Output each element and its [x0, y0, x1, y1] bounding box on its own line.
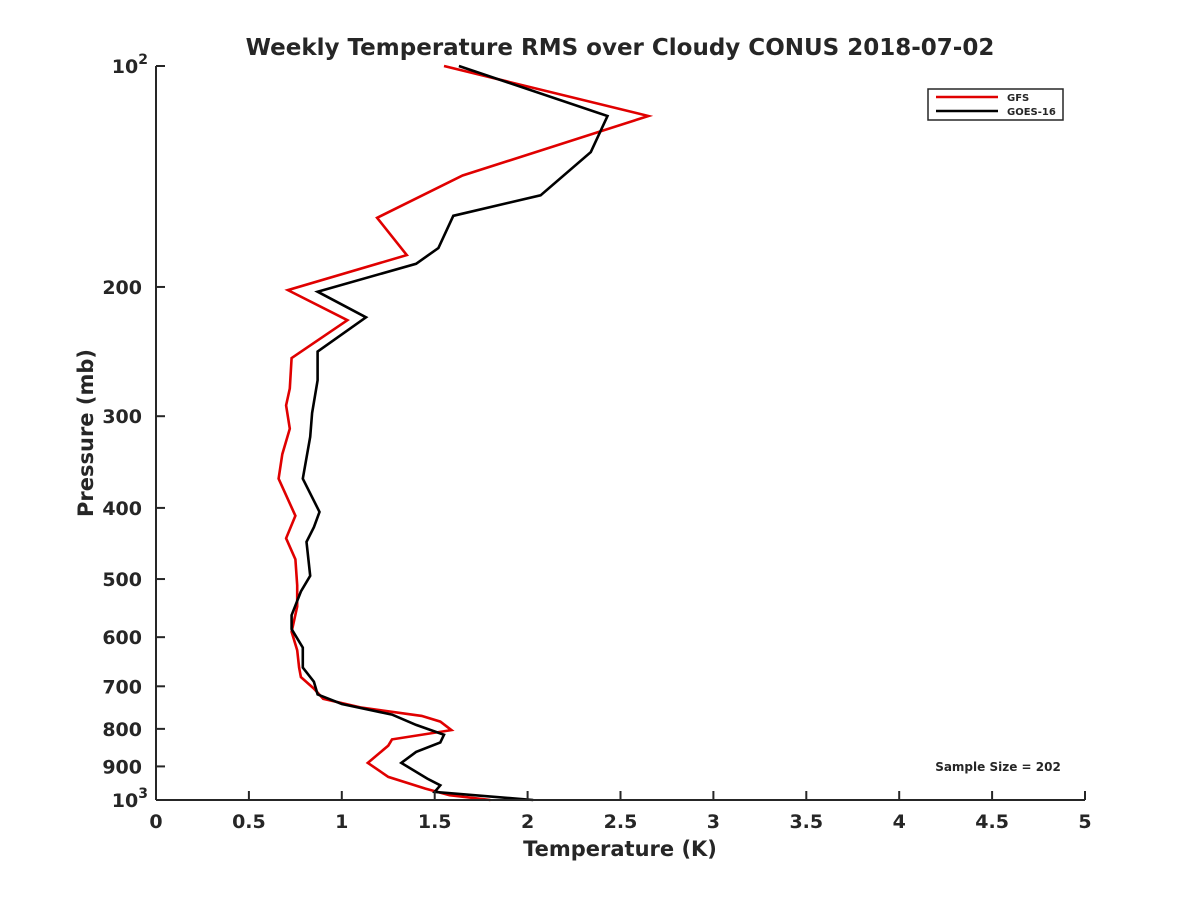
axes: 0 0.5 1 1.5 2 2.5 3 3.5 4 4.5 5 102 200 300 400 500 600 7…: [102, 52, 1091, 833]
x-tick-label: 0.5: [232, 811, 266, 833]
y-tick-label: 400: [102, 498, 142, 520]
y-tick-label: 200: [102, 277, 142, 299]
x-tick-label: 5: [1078, 811, 1091, 833]
y-tick-label: 102: [112, 52, 148, 78]
y-tick-label: 500: [102, 569, 142, 591]
y-tick-label: 103: [112, 786, 148, 812]
x-tick-label: 1: [335, 811, 348, 833]
sample-size-annotation: Sample Size = 202: [935, 760, 1061, 774]
legend: GFS GOES-16: [927, 88, 1064, 121]
y-tick-label: 700: [102, 676, 142, 698]
legend-label: GOES-16: [1007, 107, 1056, 118]
x-tick-label: 4.5: [975, 811, 1009, 833]
plot-area: [277, 64, 654, 802]
y-tick-label: 300: [102, 406, 142, 428]
x-tick-label: 4: [893, 811, 906, 833]
y-tick-label: 600: [102, 627, 142, 649]
x-axis-label: Temperature (K): [523, 837, 717, 861]
x-tick-label: 1.5: [418, 811, 452, 833]
series-line-goes-16: [290, 64, 610, 802]
y-tick-label: 800: [102, 719, 142, 741]
x-tick-label: 0: [149, 811, 162, 833]
y-tick-label: 900: [102, 756, 142, 778]
x-tick-label: 3: [707, 811, 720, 833]
x-tick-label: 2: [521, 811, 534, 833]
legend-label: GFS: [1007, 93, 1029, 104]
chart-title: Weekly Temperature RMS over Cloudy CONUS…: [246, 35, 995, 61]
x-tick-label: 2.5: [604, 811, 638, 833]
x-tick-label: 3.5: [789, 811, 823, 833]
legend-box: [927, 88, 1064, 121]
y-axis-label: Pressure (mb): [74, 349, 98, 517]
series-line-gfs: [277, 64, 654, 802]
